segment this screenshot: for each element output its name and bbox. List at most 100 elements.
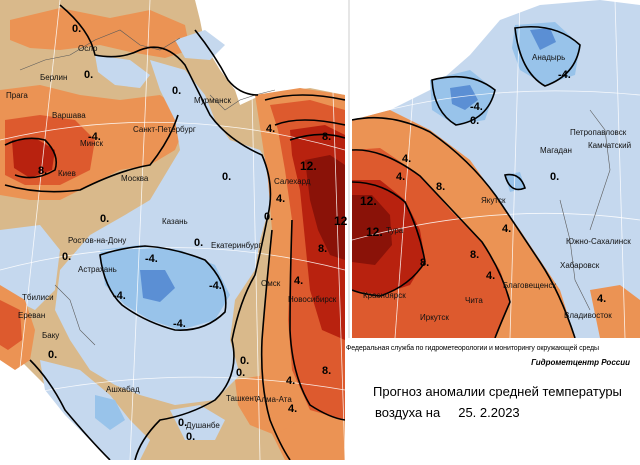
iso-label: 0. — [550, 171, 559, 183]
iso-label: 12 — [334, 214, 348, 228]
graticule-line — [509, 0, 521, 338]
iso-label: 8. — [322, 131, 331, 143]
coastline — [19, 29, 181, 71]
iso-label: -4. — [145, 253, 158, 265]
iso-label: 0. — [62, 251, 71, 263]
isoline — [260, 229, 291, 460]
city-tbilisi: Тбилиси — [22, 293, 54, 302]
iso-label: 4. — [402, 153, 411, 165]
isoline — [99, 245, 227, 331]
city-yakutsk: Якутск — [481, 196, 506, 205]
coastline — [54, 284, 96, 346]
isoline — [4, 114, 179, 193]
isoline — [352, 116, 576, 338]
isoline — [352, 149, 511, 338]
city-yerevan: Ереван — [18, 311, 45, 320]
city-baku: Баку — [42, 331, 59, 340]
graticule-line — [249, 0, 261, 460]
city-dushanbe: Душанбе — [186, 421, 220, 430]
iso-label: 4. — [288, 403, 297, 415]
iso-label: 4. — [286, 375, 295, 387]
iso-label: -4. — [470, 101, 483, 113]
iso-label: 12. — [366, 225, 383, 239]
iso-label: 0. — [84, 69, 93, 81]
isoline — [264, 94, 345, 101]
iso-label: 4. — [266, 123, 275, 135]
city-rostov: Ростов-на-Дону — [68, 236, 126, 245]
graticule-line — [9, 0, 61, 460]
city-prague: Прага — [6, 91, 28, 100]
anomaly-area-pos8 — [0, 300, 22, 350]
graticule-line — [0, 247, 345, 271]
anomaly-area-neg2 — [0, 225, 60, 310]
city-magadan: Магадан — [540, 146, 572, 155]
anomaly-area-neg8 — [140, 270, 175, 302]
city-anadyr: Анадырь — [532, 53, 565, 62]
iso-label: 0. — [222, 171, 231, 183]
iso-label: 0. — [470, 115, 479, 127]
source-agency: Федеральная служба по гидрометеорологии … — [346, 345, 599, 352]
city-vladivostok: Владивосток — [564, 311, 612, 320]
city-astrakhan: Астрахань — [78, 265, 117, 274]
city-salekhard: Салехард — [274, 177, 311, 186]
city-moscow: Москва — [121, 174, 149, 183]
anomaly-area-pos4 — [235, 375, 300, 435]
isoline — [289, 219, 345, 421]
iso-label: 0. — [172, 85, 181, 97]
iso-label: -4. — [558, 69, 571, 81]
isoline — [29, 359, 111, 460]
graticule-line — [614, 0, 626, 338]
isoline — [194, 29, 259, 96]
iso-label: 8. — [420, 257, 429, 269]
iso-label: -4. — [209, 280, 222, 292]
anomaly-area-neg2 — [55, 60, 275, 405]
city-almaty: Алма-Ата — [256, 395, 292, 404]
anomaly-area-neg2 — [95, 55, 150, 88]
anomaly-area-pos16 — [352, 195, 392, 265]
isoline — [4, 137, 58, 179]
city-krasnoyarsk: Красноярск — [363, 291, 406, 300]
city-kazan: Казань — [162, 217, 188, 226]
iso-label: -4. — [113, 290, 126, 302]
city-petropavlovsk: Петропавловск — [570, 128, 627, 137]
iso-label: 0. — [48, 349, 57, 361]
iso-label: 4. — [294, 275, 303, 287]
iso-label: 4. — [486, 270, 495, 282]
iso-label: 12. — [300, 159, 317, 173]
isoline — [352, 181, 426, 297]
city-omsk: Омск — [261, 279, 281, 288]
city-novosibirsk: Новосибирск — [288, 295, 337, 304]
city-blagoveshchensk: Благовещенск — [503, 281, 556, 290]
iso-label: 12. — [360, 194, 377, 208]
city-chita: Чита — [465, 296, 483, 305]
iso-label: 0. — [264, 211, 273, 223]
graticule-line — [129, 0, 151, 460]
city-tashkent: Ташкент — [226, 394, 258, 403]
right-city-labels: Анадырь Петропавловск Камчатский Магадан… — [363, 53, 631, 322]
iso-label: 0. — [178, 417, 187, 429]
iso-label: 0. — [100, 213, 109, 225]
anomaly-area-neg8 — [530, 28, 556, 50]
iso-label: -4. — [88, 131, 101, 143]
title-panel: Федеральная служба по гидрометеорологии … — [346, 338, 640, 460]
coastline — [589, 109, 611, 231]
city-khabarovsk: Хабаровск — [560, 261, 600, 270]
isoline — [431, 75, 496, 126]
city-kamchatsky: Камчатский — [588, 141, 631, 150]
forecast-title: Прогноз аномалии средней температуры — [373, 384, 622, 399]
city-murmansk: Мурманск — [194, 96, 231, 105]
isoline — [504, 173, 526, 191]
city-yuzhno: Южно-Сахалинск — [566, 237, 631, 246]
iso-label: 0. — [194, 237, 203, 249]
anomaly-area-pos16 — [305, 155, 345, 260]
coastline — [559, 199, 591, 311]
city-minsk: Минск — [80, 139, 104, 148]
left-map — [0, 0, 345, 460]
iso-label: -4. — [173, 318, 186, 330]
center-name: Гидрометцентр России — [531, 358, 630, 367]
iso-label: 4. — [597, 293, 606, 305]
isoline — [289, 133, 345, 141]
city-irkutsk: Иркутск — [420, 313, 449, 322]
